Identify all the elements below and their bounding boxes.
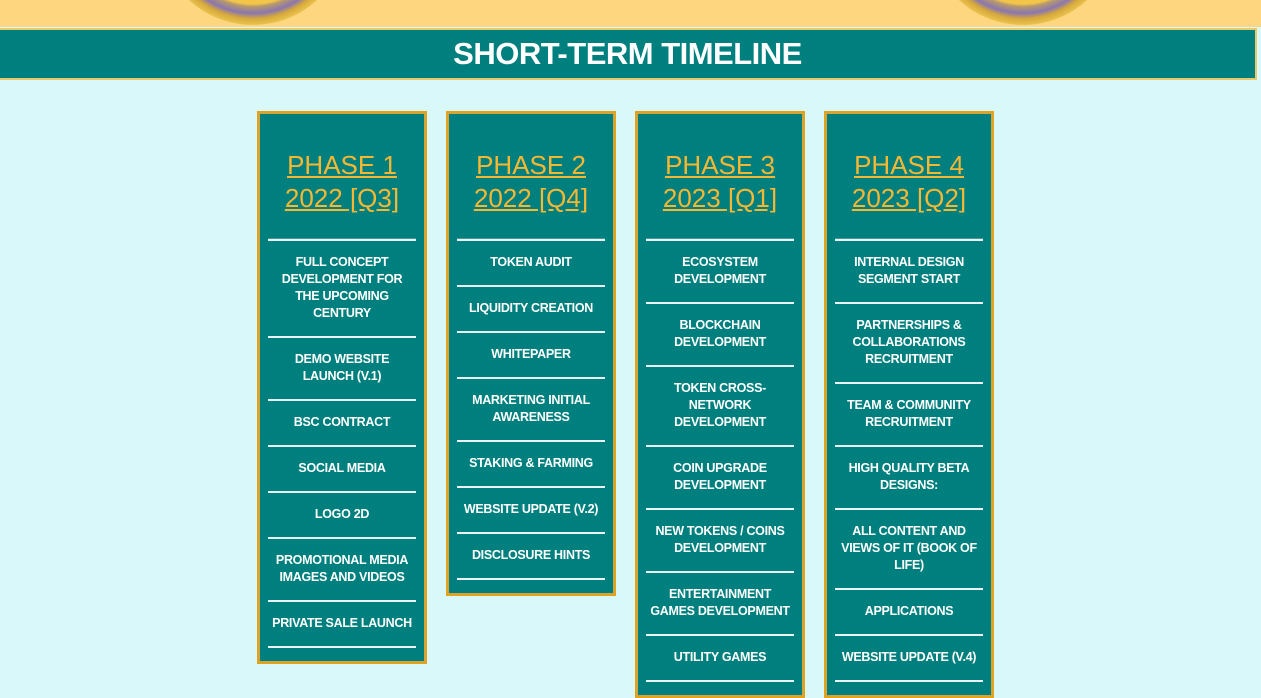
phase-item: COIN UPGRADE DEVELOPMENT	[646, 447, 794, 510]
phase-heading: PHASE 1 2022 [Q3]	[259, 113, 425, 239]
phase-name: PHASE 1	[287, 150, 397, 180]
phase-period: 2022 [Q4]	[473, 183, 589, 213]
phase-item: MARKETING INITIAL AWARENESS	[457, 379, 605, 442]
phase-item: PROMOTIONAL MEDIA IMAGES AND VIDEOS	[268, 539, 416, 602]
phase-column: PHASE 4 2023 [Q2] INTERNAL DESIGN SEGMENT …	[824, 111, 994, 698]
timeline: PHASE 1 2022 [Q3] FULL CONCEPT DEVELOPMENT…	[257, 111, 994, 698]
top-banner	[0, 0, 1261, 27]
phase-item: HIGH QUALITY BETA DESIGNS:	[835, 447, 983, 510]
phase-item: UTILITY GAMES	[646, 636, 794, 682]
phase-name: PHASE 3	[665, 150, 775, 180]
phase-period: 2023 [Q2]	[851, 183, 967, 213]
phase-heading: PHASE 4 2023 [Q2]	[826, 113, 992, 239]
coin-image	[928, 0, 1118, 25]
phase-item: DISCLOSURE HINTS	[457, 534, 605, 580]
phase-heading: PHASE 3 2023 [Q1]	[637, 113, 803, 239]
phase-item: WEBSITE UPDATE (V.2)	[457, 488, 605, 534]
phase-items: FULL CONCEPT DEVELOPMENT FOR THE UPCOMIN…	[268, 239, 416, 648]
phase-item: TEAM & COMMUNITY RECRUITMENT	[835, 384, 983, 447]
phase-item: PARTNERSHIPS & COLLABORATIONS RECRUITMEN…	[835, 304, 983, 384]
phase-items: TOKEN AUDIT LIQUIDITY CREATION WHITEPAPER M…	[457, 239, 605, 580]
phase-heading: PHASE 2 2022 [Q4]	[448, 113, 614, 239]
phase-item: APPLICATIONS	[835, 590, 983, 636]
phase-name: PHASE 2	[476, 150, 586, 180]
phase-column: PHASE 2 2022 [Q4] TOKEN AUDIT LIQUIDITY CRE…	[446, 111, 616, 596]
phase-item: LIQUIDITY CREATION	[457, 287, 605, 333]
phase-item: PRIVATE SALE LAUNCH	[268, 602, 416, 648]
phase-item: BLOCKCHAIN DEVELOPMENT	[646, 304, 794, 367]
phase-column: PHASE 1 2022 [Q3] FULL CONCEPT DEVELOPMENT…	[257, 111, 427, 664]
phase-item: STAKING & FARMING	[457, 442, 605, 488]
phase-item: WEBSITE UPDATE (V.4)	[835, 636, 983, 682]
phase-item: LOGO 2D	[268, 493, 416, 539]
phase-period: 2023 [Q1]	[662, 183, 778, 213]
phase-item: WHITEPAPER	[457, 333, 605, 379]
phase-item: TOKEN CROSS-NETWORK DEVELOPMENT	[646, 367, 794, 447]
phase-items: INTERNAL DESIGN SEGMENT START PARTNERSHIP…	[835, 239, 983, 682]
title-bar: SHORT-TERM TIMELINE	[0, 28, 1257, 80]
phase-item: INTERNAL DESIGN SEGMENT START	[835, 241, 983, 304]
phase-item: NEW TOKENS / COINS DEVELOPMENT	[646, 510, 794, 573]
phase-item: DEMO WEBSITE LAUNCH (V.1)	[268, 338, 416, 401]
phase-items: ECOSYSTEM DEVELOPMENT BLOCKCHAIN DEVELOPM…	[646, 239, 794, 682]
coin-image	[158, 0, 348, 25]
phase-item: FULL CONCEPT DEVELOPMENT FOR THE UPCOMIN…	[268, 241, 416, 338]
phase-item: ENTERTAINMENT GAMES DEVELOPMENT	[646, 573, 794, 636]
phase-item: ECOSYSTEM DEVELOPMENT	[646, 241, 794, 304]
phase-period: 2022 [Q3]	[284, 183, 400, 213]
phase-column: PHASE 3 2023 [Q1] ECOSYSTEM DEVELOPMENT BLO…	[635, 111, 805, 698]
phase-item: ALL CONTENT AND VIEWS OF IT (BOOK OF LIF…	[835, 510, 983, 590]
phase-item: SOCIAL MEDIA	[268, 447, 416, 493]
phase-item: BSC CONTRACT	[268, 401, 416, 447]
phase-item: TOKEN AUDIT	[457, 241, 605, 287]
phase-name: PHASE 4	[854, 150, 964, 180]
page-title: SHORT-TERM TIMELINE	[453, 36, 802, 71]
